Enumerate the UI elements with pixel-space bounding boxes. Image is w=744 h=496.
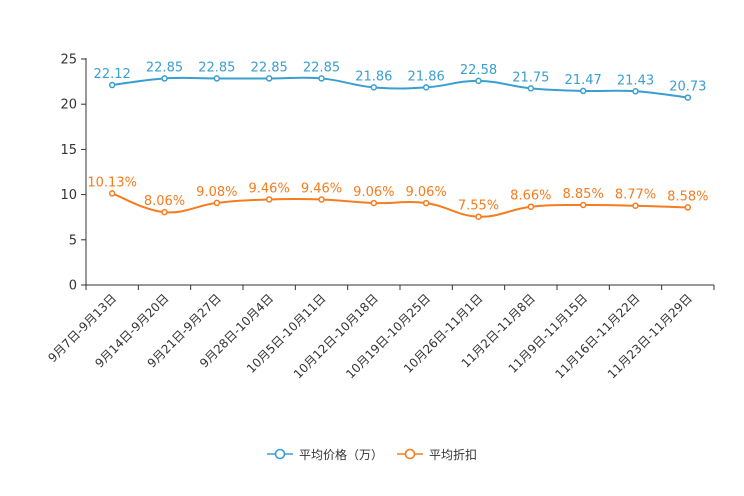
data-label: 8.77% — [615, 188, 656, 203]
data-point[interactable] — [265, 196, 273, 203]
y-tick-label: 15 — [60, 143, 77, 158]
series-line — [112, 76, 688, 99]
data-label: 22.12 — [94, 67, 131, 82]
data-label: 22.85 — [251, 60, 288, 75]
data-label: 22.85 — [303, 60, 340, 75]
data-label: 22.85 — [146, 60, 183, 75]
legend-label-price: 平均价格（万） — [298, 447, 383, 462]
series-0: 22.12 22.85 22.85 22.85 22.85 21.86 21.86 22.58… — [94, 60, 706, 101]
legend-item-price[interactable]: 平均价格（万） — [266, 446, 383, 463]
data-label: 9.46% — [301, 181, 342, 196]
data-point[interactable] — [527, 85, 535, 92]
y-tick-label: 25 — [60, 53, 77, 68]
legend-item-discount[interactable]: 平均折扣 — [397, 446, 477, 463]
y-tick-label: 20 — [60, 98, 77, 113]
data-label: 9.06% — [353, 185, 394, 200]
series-layer: 22.12 22.85 22.85 22.85 22.85 21.86 21.86 22.58… — [87, 60, 708, 220]
data-label: 20.73 — [669, 80, 706, 95]
data-point[interactable] — [108, 81, 116, 89]
legend-line-circle-icon — [397, 448, 423, 460]
legend: 平均价格（万） 平均折扣 — [0, 442, 744, 466]
data-point[interactable] — [579, 87, 587, 95]
data-point[interactable] — [475, 213, 482, 220]
data-label: 10.13% — [87, 175, 137, 190]
data-label: 8.58% — [667, 189, 708, 204]
data-point[interactable] — [213, 75, 221, 82]
data-point[interactable] — [318, 196, 325, 203]
data-point[interactable] — [422, 199, 430, 207]
data-label: 9.08% — [196, 185, 237, 200]
series-line — [111, 192, 688, 218]
series-1: 10.13% 8.06% 9.08% 9.46% 9.46% 9.06% 9.06% 7.55… — [87, 175, 708, 220]
data-point[interactable] — [213, 199, 221, 207]
data-label: 21.86 — [408, 69, 445, 84]
data-label: 8.85% — [563, 187, 604, 202]
data-label: 22.58 — [460, 63, 497, 78]
data-label: 7.55% — [458, 199, 499, 214]
data-label: 8.66% — [510, 189, 551, 204]
data-point[interactable] — [318, 75, 325, 82]
data-point[interactable] — [527, 203, 535, 210]
y-tick-label: 5 — [69, 233, 77, 248]
data-point[interactable] — [161, 75, 168, 82]
legend-label-discount: 平均折扣 — [429, 447, 478, 462]
y-tick-label: 10 — [60, 188, 77, 203]
data-point[interactable] — [265, 75, 273, 82]
data-label: 22.85 — [198, 60, 235, 75]
legend-line-circle-icon — [266, 448, 293, 460]
data-point[interactable] — [422, 84, 430, 91]
data-label: 21.75 — [512, 70, 549, 85]
data-point[interactable] — [370, 199, 378, 207]
data-point[interactable] — [579, 201, 587, 209]
data-label: 8.06% — [144, 194, 185, 209]
data-point[interactable] — [475, 77, 482, 85]
data-point[interactable] — [632, 88, 639, 95]
data-point[interactable] — [684, 204, 692, 211]
x-axis: 9月7日-9月13日9月14日-9月20日9月21日-9月27日9月28日-10… — [45, 284, 715, 381]
data-point[interactable] — [632, 202, 639, 209]
data-point[interactable] — [684, 94, 692, 101]
data-point[interactable] — [161, 208, 168, 216]
data-label: 21.43 — [617, 73, 654, 88]
y-axis: 0 5 10 15 20 25 — [60, 53, 87, 294]
data-label: 21.86 — [355, 69, 392, 84]
data-point[interactable] — [370, 84, 378, 91]
data-label: 9.06% — [406, 185, 447, 200]
data-point[interactable] — [108, 190, 116, 197]
data-label: 9.46% — [249, 181, 290, 196]
data-label: 21.47 — [565, 73, 602, 88]
y-tick-label: 0 — [69, 279, 77, 294]
